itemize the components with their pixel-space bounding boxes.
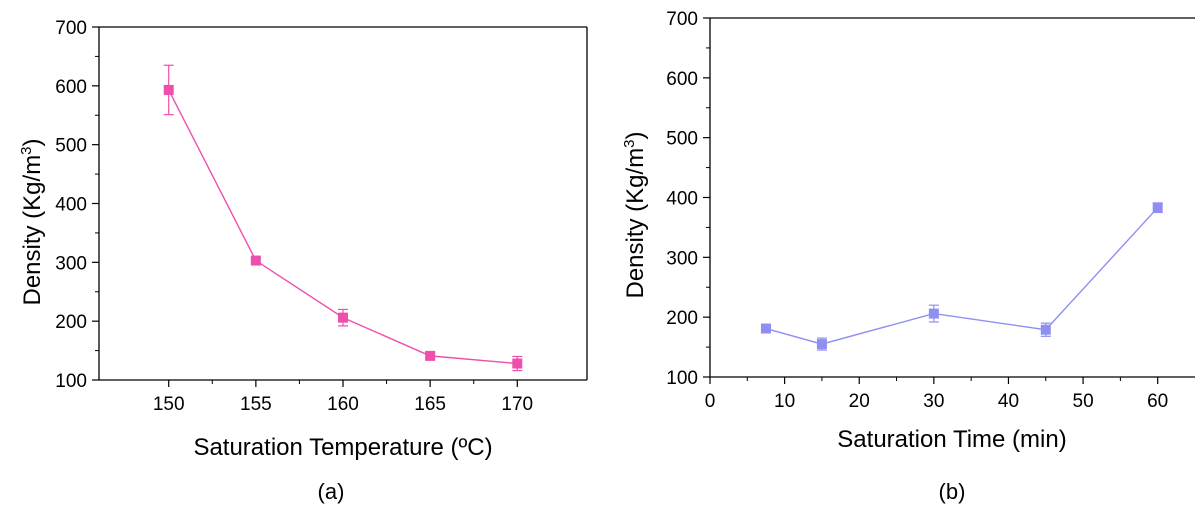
y-tick-label: 500 bbox=[55, 136, 87, 157]
x-tick-label: 50 bbox=[1073, 391, 1094, 412]
y-axis-title-close: ) bbox=[622, 131, 649, 139]
x-tick-label: 20 bbox=[849, 391, 870, 412]
y-axis-title-main: Density (Kg/m bbox=[19, 155, 46, 306]
x-tick-label: 160 bbox=[327, 394, 359, 415]
y-axis-title-close: ) bbox=[19, 138, 46, 146]
x-tick-label: 170 bbox=[501, 394, 533, 415]
data-point bbox=[251, 256, 261, 266]
panel-b: 0 10 20 30 40 50 60 100 200 300 400 500 600 700 Satura… bbox=[621, 9, 1195, 504]
data-point bbox=[929, 309, 939, 319]
x-tick-label: 150 bbox=[153, 394, 185, 415]
data-point bbox=[1041, 325, 1051, 335]
y-tick-label: 200 bbox=[666, 308, 698, 329]
y-axis-title-superscript: 3 bbox=[621, 139, 638, 147]
y-tick-label: 600 bbox=[666, 69, 698, 90]
y-tick-label: 100 bbox=[666, 368, 698, 389]
x-tick-label: 30 bbox=[923, 391, 944, 412]
data-point bbox=[425, 351, 435, 361]
x-tick-label: 40 bbox=[998, 391, 1019, 412]
y-tick-label: 400 bbox=[55, 195, 87, 216]
x-tick-label: 0 bbox=[705, 391, 716, 412]
x-axis-title: Saturation Time (min) bbox=[837, 426, 1066, 453]
x-tick-label: 60 bbox=[1147, 391, 1168, 412]
y-tick-label: 600 bbox=[55, 77, 87, 98]
y-tick-label: 400 bbox=[666, 189, 698, 210]
y-axis-title: Density (Kg/m3) bbox=[621, 131, 649, 298]
x-tick-label: 155 bbox=[240, 394, 272, 415]
data-point bbox=[512, 359, 522, 369]
y-tick-label: 700 bbox=[666, 9, 698, 30]
series-line bbox=[766, 208, 1158, 344]
y-tick-label: 700 bbox=[55, 18, 87, 39]
x-axis-title: Saturation Temperature (ºC) bbox=[193, 434, 492, 461]
x-tick-label: 165 bbox=[414, 394, 446, 415]
y-tick-label: 500 bbox=[666, 129, 698, 150]
panel-label: (a) bbox=[318, 479, 345, 504]
y-tick-label: 200 bbox=[55, 312, 87, 333]
data-point bbox=[761, 324, 771, 334]
data-point bbox=[1153, 203, 1163, 213]
y-axis-title: Density (Kg/m3) bbox=[18, 138, 46, 305]
y-tick-label: 300 bbox=[55, 253, 87, 274]
y-axis-title-superscript: 3 bbox=[18, 146, 35, 154]
y-axis-title-main: Density (Kg/m bbox=[622, 148, 649, 299]
data-point bbox=[338, 313, 348, 323]
x-tick-label: 10 bbox=[774, 391, 795, 412]
y-tick-label: 300 bbox=[666, 248, 698, 269]
y-tick-label: 100 bbox=[55, 371, 87, 392]
data-point bbox=[817, 339, 827, 349]
data-point bbox=[164, 85, 174, 95]
panel-a: 150 155 160 165 170 100 200 300 400 500 600 700 Satu… bbox=[18, 18, 587, 504]
panel-label: (b) bbox=[939, 479, 966, 504]
